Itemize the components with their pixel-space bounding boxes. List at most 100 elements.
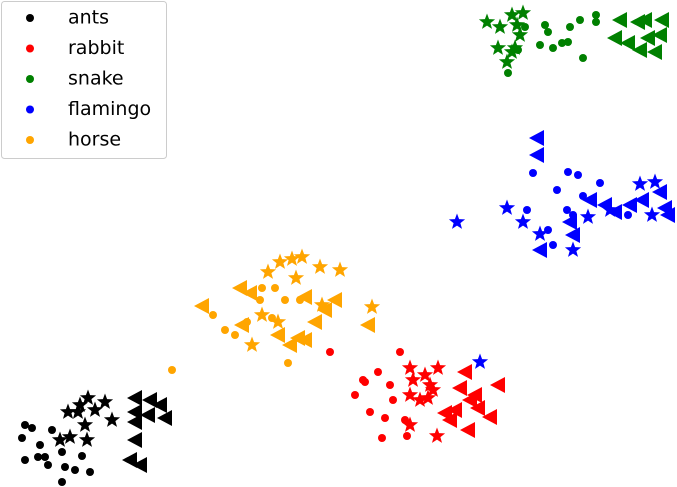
point bbox=[86, 401, 104, 417]
point bbox=[442, 412, 457, 428]
point bbox=[21, 456, 29, 464]
legend-marker bbox=[26, 136, 34, 144]
point bbox=[359, 376, 367, 384]
point bbox=[654, 12, 669, 28]
point bbox=[529, 130, 544, 146]
legend-label: ants bbox=[68, 7, 109, 29]
point bbox=[259, 263, 277, 279]
point bbox=[489, 39, 507, 55]
point bbox=[253, 306, 271, 322]
point bbox=[221, 326, 229, 334]
point bbox=[657, 200, 672, 216]
point bbox=[471, 353, 489, 369]
point bbox=[523, 206, 531, 214]
point bbox=[457, 364, 472, 380]
point bbox=[209, 311, 217, 319]
point bbox=[429, 359, 447, 375]
point bbox=[401, 416, 409, 424]
point bbox=[579, 192, 587, 200]
legend-marker bbox=[26, 105, 34, 114]
point bbox=[640, 30, 655, 46]
point bbox=[498, 199, 516, 215]
point bbox=[404, 371, 422, 387]
point bbox=[514, 213, 532, 229]
point bbox=[168, 366, 176, 374]
point bbox=[243, 336, 261, 352]
point bbox=[152, 397, 167, 413]
point bbox=[234, 317, 249, 333]
point bbox=[646, 173, 664, 189]
point bbox=[607, 204, 622, 220]
point bbox=[363, 298, 381, 314]
point bbox=[558, 39, 566, 47]
point bbox=[297, 332, 312, 348]
point bbox=[632, 42, 647, 58]
point bbox=[127, 432, 142, 448]
point bbox=[652, 184, 667, 200]
point bbox=[396, 348, 404, 356]
point bbox=[59, 403, 77, 419]
point bbox=[482, 409, 497, 425]
point bbox=[563, 206, 571, 214]
legend: ants rabbit snake flamingo horse bbox=[1, 1, 167, 159]
point bbox=[132, 457, 147, 473]
point bbox=[313, 296, 331, 312]
point bbox=[21, 421, 29, 429]
point bbox=[360, 317, 375, 333]
point bbox=[612, 12, 627, 28]
legend-marker bbox=[26, 75, 34, 83]
point bbox=[61, 428, 79, 444]
point bbox=[647, 44, 662, 60]
point bbox=[467, 387, 482, 403]
point bbox=[470, 400, 485, 416]
point bbox=[283, 250, 301, 266]
point bbox=[620, 35, 635, 51]
point bbox=[531, 225, 549, 241]
point bbox=[478, 13, 496, 29]
point bbox=[576, 16, 584, 24]
point bbox=[389, 396, 397, 404]
point bbox=[256, 296, 264, 304]
point bbox=[565, 227, 580, 243]
point bbox=[326, 348, 334, 356]
point bbox=[327, 292, 342, 308]
point bbox=[401, 416, 419, 432]
point bbox=[44, 461, 52, 469]
point bbox=[258, 284, 266, 292]
point bbox=[351, 391, 359, 399]
point bbox=[511, 26, 529, 42]
point bbox=[529, 147, 544, 163]
point bbox=[76, 416, 94, 432]
point bbox=[127, 414, 142, 430]
point bbox=[574, 171, 582, 179]
point bbox=[544, 28, 552, 36]
point bbox=[562, 214, 577, 230]
point bbox=[78, 452, 86, 460]
point bbox=[437, 405, 452, 421]
point bbox=[271, 284, 279, 292]
point bbox=[78, 431, 96, 447]
point bbox=[503, 6, 521, 22]
point bbox=[331, 261, 349, 277]
point bbox=[311, 258, 329, 274]
point bbox=[381, 414, 389, 422]
point bbox=[504, 69, 512, 77]
point bbox=[536, 41, 544, 49]
point bbox=[18, 434, 26, 442]
point bbox=[374, 368, 382, 376]
point bbox=[549, 44, 557, 52]
point bbox=[514, 4, 532, 20]
point bbox=[71, 396, 89, 412]
point bbox=[142, 392, 157, 408]
point bbox=[532, 242, 547, 258]
point bbox=[293, 248, 311, 264]
point bbox=[71, 466, 79, 474]
point bbox=[269, 313, 287, 329]
point bbox=[622, 197, 637, 213]
point bbox=[58, 478, 66, 486]
point bbox=[282, 337, 297, 353]
point bbox=[582, 192, 597, 208]
point bbox=[566, 23, 574, 31]
point bbox=[411, 391, 429, 407]
